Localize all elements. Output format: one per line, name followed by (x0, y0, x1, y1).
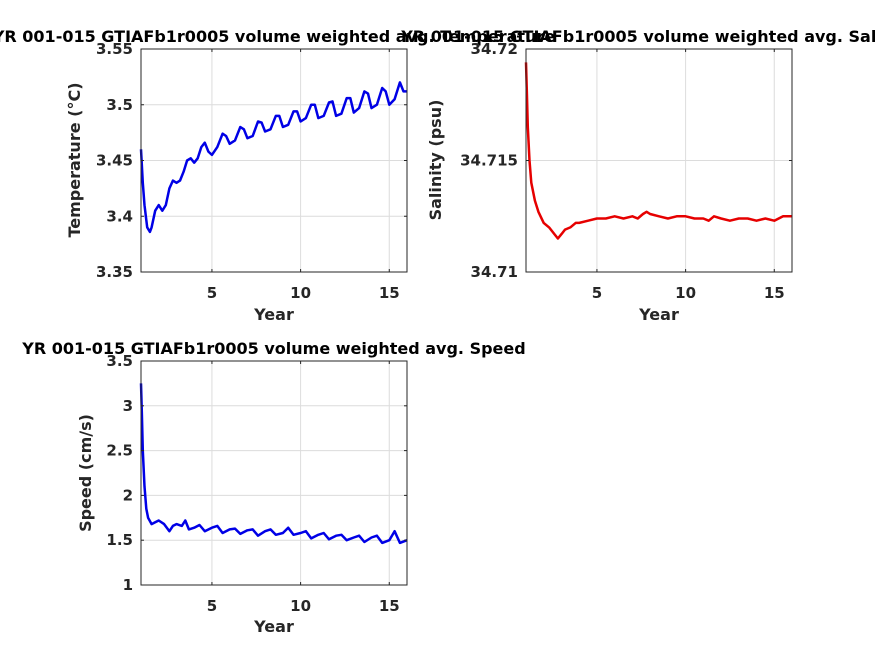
speed-y-tick-label: 1.5 (106, 531, 133, 549)
salinity-y-tick-label: 34.72 (471, 40, 518, 58)
speed-y-tick-label: 2 (123, 486, 133, 504)
temperature-y-tick-label: 3.35 (96, 263, 133, 281)
salinity-ticks: 5 10 15 34.71 34.715 34.72 (460, 40, 792, 302)
salinity-x-label: Year (638, 305, 679, 324)
temperature-x-tick-label: 15 (379, 284, 400, 302)
speed-x-tick-label: 10 (290, 597, 311, 615)
temperature-ticks: 5 10 15 3.35 3.4 3.45 3.5 3.55 (96, 40, 407, 302)
temperature-grid (141, 48, 407, 273)
salinity-title: YR 001-015 GTIAFb1r0005 volume weighted … (400, 27, 875, 46)
temperature-y-tick-label: 3.5 (106, 96, 133, 114)
salinity-panel: 5 10 15 34.71 34.715 34.72 YR 001-015 GTIAFb1… (400, 27, 875, 324)
speed-grid (141, 360, 407, 586)
salinity-x-tick-label: 15 (764, 284, 785, 302)
temperature-title: YR 001-015 GTIAFb1r0005 volume weighted … (0, 27, 555, 46)
speed-y-label: Speed (cm/s) (76, 414, 95, 532)
speed-y-tick-label: 3.5 (106, 352, 133, 370)
temperature-y-tick-label: 3.4 (106, 207, 133, 225)
temperature-y-tick-label: 3.55 (96, 40, 133, 58)
temperature-y-tick-label: 3.45 (96, 152, 133, 170)
speed-ticks: 5 10 15 1 1.5 2 2.5 3 3.5 (106, 352, 407, 615)
speed-x-tick-label: 5 (207, 597, 217, 615)
salinity-series-line (524, 62, 792, 240)
temperature-x-tick-label: 10 (290, 284, 311, 302)
temperature-y-label: Temperature (°C) (65, 82, 84, 237)
speed-plot-area (139, 383, 408, 545)
temperature-x-tick-label: 5 (207, 284, 217, 302)
speed-y-tick-label: 3 (123, 397, 133, 415)
salinity-plot-area (524, 62, 792, 240)
speed-series-line (139, 383, 408, 545)
speed-y-tick-label: 2.5 (106, 442, 133, 460)
speed-panel: 5 10 15 1 1.5 2 2.5 3 3.5 YR 001-015 GTIAFb1r000… (21, 339, 525, 636)
speed-x-tick-label: 15 (379, 597, 400, 615)
speed-title: YR 001-015 GTIAFb1r0005 volume weighted … (21, 339, 525, 358)
temperature-plot-area (139, 81, 407, 234)
temperature-panel: 5 10 15 3.35 3.4 3.45 3.5 3.55 YR 001-015 GTIAF… (0, 27, 555, 324)
speed-x-label: Year (253, 617, 294, 636)
salinity-x-tick-label: 10 (675, 284, 696, 302)
salinity-grid (526, 48, 792, 273)
salinity-x-tick-label: 5 (592, 284, 602, 302)
temperature-series-line (139, 81, 407, 234)
speed-axes-box (140, 360, 408, 586)
temperature-x-label: Year (253, 305, 294, 324)
salinity-y-tick-label: 34.715 (460, 152, 518, 170)
salinity-y-tick-label: 34.71 (471, 263, 518, 281)
salinity-y-label: Salinity (psu) (426, 100, 445, 221)
speed-y-tick-label: 1 (123, 576, 133, 594)
